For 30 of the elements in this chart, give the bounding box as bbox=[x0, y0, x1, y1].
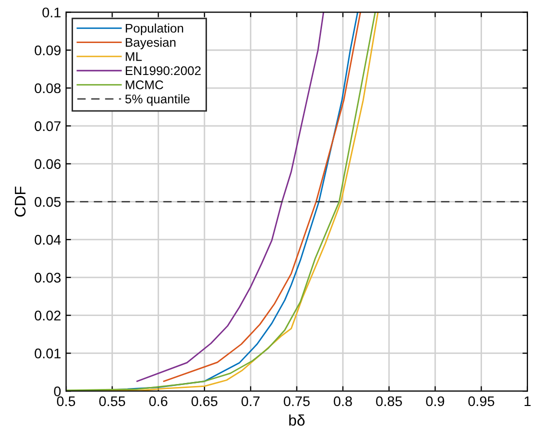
x-axis-title: bδ bbox=[289, 414, 305, 426]
y-tick-label: 0 bbox=[54, 386, 61, 396]
x-tick-label: 0.6 bbox=[149, 396, 168, 406]
y-tick-label: 0.04 bbox=[34, 234, 61, 245]
y-tick-label: 0.01 bbox=[34, 348, 61, 358]
x-tick-label: 0.8 bbox=[334, 396, 352, 406]
y-tick-label: 0.08 bbox=[34, 83, 61, 94]
x-tick-label: 0.95 bbox=[468, 396, 494, 406]
x-tick-label: 1 bbox=[524, 396, 531, 406]
y-tick-label: 0.06 bbox=[34, 159, 61, 169]
y-tick-label: 0.03 bbox=[34, 272, 61, 283]
x-tick-label: 0.65 bbox=[192, 396, 218, 406]
legend-label: ML bbox=[126, 52, 142, 61]
x-tick-label: 0.7 bbox=[242, 396, 260, 406]
y-tick-label: 0.07 bbox=[34, 121, 61, 132]
y-tick-label: 0.05 bbox=[34, 197, 61, 207]
y-axis-title: CDF bbox=[14, 186, 26, 217]
y-tick-label: 0.1 bbox=[42, 8, 61, 18]
y-tick-label: 0.09 bbox=[34, 45, 61, 56]
x-tick-label: 0.9 bbox=[426, 396, 444, 406]
legend-label: Population bbox=[126, 23, 184, 36]
legend-label: EN1990:2002 bbox=[126, 66, 201, 76]
x-tick-label: 0.75 bbox=[284, 396, 310, 406]
legend-label: 5% quantile bbox=[125, 94, 190, 106]
x-tick-label: 0.85 bbox=[376, 396, 402, 406]
legend-label: MCMC bbox=[126, 80, 164, 90]
y-tick-label: 0.02 bbox=[34, 310, 61, 321]
x-tick-label: 0.5 bbox=[56, 396, 76, 406]
legend-label: Bayesian bbox=[126, 38, 176, 50]
x-tick-label: 0.55 bbox=[99, 396, 126, 406]
